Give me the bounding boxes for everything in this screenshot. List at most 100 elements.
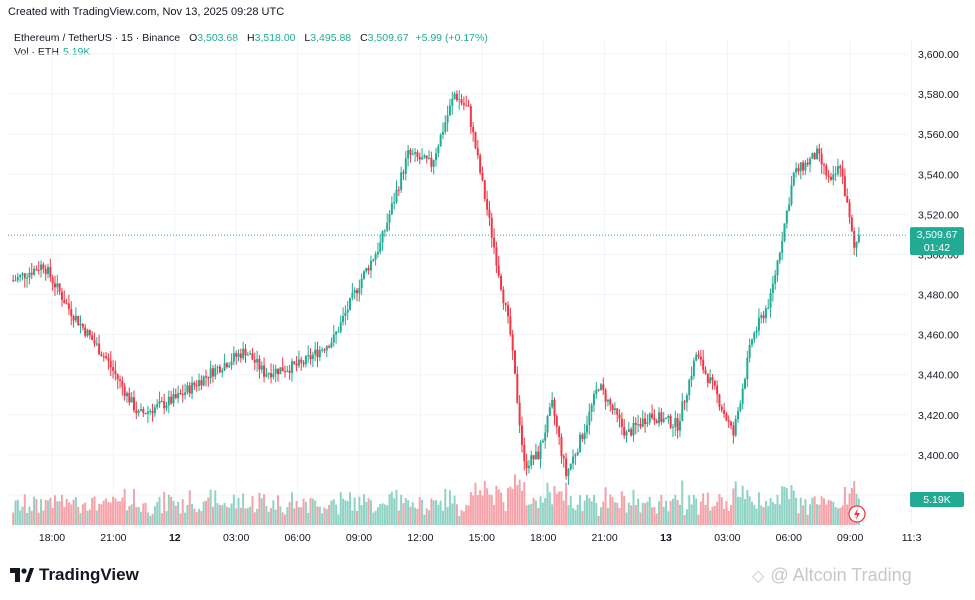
x-tick-label: 18:00 <box>530 532 556 544</box>
volume-bar <box>523 481 526 525</box>
candle-body <box>223 363 226 371</box>
volume-bar <box>235 508 238 525</box>
volume-bar <box>342 498 345 525</box>
candle-body <box>734 419 737 436</box>
candle-body <box>56 283 59 288</box>
volume-bar <box>330 500 333 525</box>
volume-bar <box>56 501 59 525</box>
volume-bar <box>414 507 417 525</box>
volume-bar <box>611 497 614 525</box>
volume-bar <box>228 507 231 525</box>
candle-body <box>755 330 758 333</box>
volume-bar <box>132 489 135 525</box>
volume-bar <box>207 497 210 525</box>
volume-bar <box>530 503 533 525</box>
volume-bar <box>539 496 542 525</box>
candle-body <box>367 267 370 271</box>
volume-bar <box>537 507 540 525</box>
volume-bar <box>723 508 726 525</box>
volume-bar <box>121 497 124 525</box>
candle-body <box>467 105 470 107</box>
volume-bar <box>72 499 75 525</box>
candle-body <box>251 353 254 360</box>
candle-body <box>853 231 856 248</box>
candle-body <box>504 302 507 305</box>
volume-bar <box>81 504 84 525</box>
volume-bar <box>30 510 33 525</box>
candle-body <box>809 158 812 165</box>
lightning-icon[interactable] <box>848 505 866 523</box>
candle-body <box>225 363 228 368</box>
volume-bar <box>781 486 784 525</box>
volume-bar <box>481 495 484 525</box>
volume-bar <box>753 504 756 525</box>
volume-bar <box>590 501 593 525</box>
volume-bar <box>699 501 702 525</box>
candle-body <box>767 307 770 309</box>
candle-body <box>562 455 565 459</box>
candle-body <box>198 380 201 387</box>
volume-bar <box>277 495 280 525</box>
candle-body <box>65 303 68 305</box>
volume-label[interactable]: Vol · ETH <box>14 46 59 58</box>
candle-body <box>678 421 681 431</box>
candle-body <box>441 131 444 135</box>
volume-bar <box>644 503 647 525</box>
volume-bar <box>446 507 449 525</box>
candle-body <box>841 168 844 177</box>
volume-bar <box>811 497 814 525</box>
candle-body <box>520 425 523 445</box>
candle-body <box>565 458 568 477</box>
volume-bar <box>525 505 528 525</box>
volume-bar <box>546 482 549 525</box>
volume-bar <box>300 507 303 525</box>
volume-bar <box>344 500 347 525</box>
volume-bar <box>771 501 774 525</box>
volume-bar <box>214 490 217 525</box>
volume-bar <box>153 506 156 525</box>
volume-bar <box>98 503 101 525</box>
price-badge-countdown: 01:42 <box>924 242 950 254</box>
candle-body <box>239 353 242 359</box>
volume-bar <box>386 505 389 525</box>
volume-bar <box>230 503 233 525</box>
volume-badge-bg <box>910 492 964 507</box>
volume-bar <box>630 505 633 525</box>
volume-bar <box>504 511 507 525</box>
volume-bar <box>634 505 637 525</box>
candle-body <box>495 247 498 266</box>
x-tick-label: 06:00 <box>284 532 310 544</box>
candle-body <box>746 357 749 380</box>
volume-bar <box>625 512 628 525</box>
volume-bar <box>314 500 317 525</box>
candle-body <box>181 393 184 395</box>
candle-body <box>500 275 503 290</box>
low-value: 3,495.88 <box>310 32 352 44</box>
volume-bar <box>79 512 82 525</box>
candle-body <box>658 412 661 424</box>
y-tick-label: 3,480.00 <box>918 290 959 302</box>
volume-bar <box>597 515 600 525</box>
volume-bar <box>511 488 514 525</box>
candle-body <box>195 385 198 387</box>
candle-body <box>518 402 521 426</box>
candle-body <box>253 359 256 363</box>
volume-bar <box>339 492 342 525</box>
symbol-label[interactable]: Ethereum / TetherUS · 15 · Binance <box>14 32 181 44</box>
candle-body <box>409 149 412 155</box>
x-tick-label: 12:00 <box>407 532 433 544</box>
candle-body <box>706 373 709 384</box>
volume-bar <box>107 502 110 525</box>
candle-body <box>404 158 407 174</box>
candle-body <box>822 164 825 166</box>
volume-bar <box>223 502 226 525</box>
volume-bar <box>767 506 770 525</box>
candle-body <box>139 409 142 411</box>
volume-bar <box>476 495 479 525</box>
volume-bar <box>184 512 187 525</box>
volume-bar <box>267 511 270 525</box>
candle-body <box>448 105 451 116</box>
candle-body <box>702 359 705 370</box>
volume-bar <box>702 493 705 525</box>
